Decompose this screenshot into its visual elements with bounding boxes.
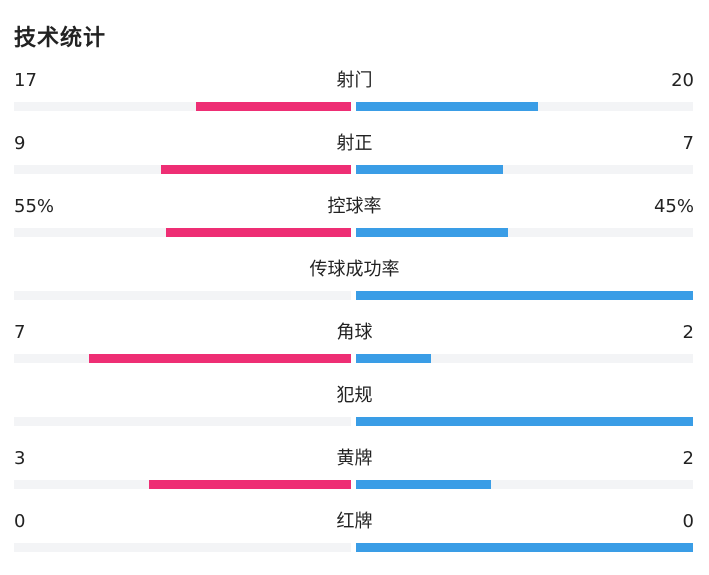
home-track xyxy=(14,165,351,174)
away-bar xyxy=(356,543,693,552)
stat-label: 角球 xyxy=(336,322,373,343)
stat-row-shots: 17 射门 20 xyxy=(0,70,709,133)
stat-label: 控球率 xyxy=(327,196,382,217)
stat-row-shots-on-target: 9 射正 7 xyxy=(0,133,709,196)
stat-label: 传球成功率 xyxy=(309,259,400,280)
home-track xyxy=(14,102,351,111)
away-bar xyxy=(356,165,504,174)
away-bar xyxy=(356,480,491,489)
away-bar xyxy=(356,291,693,300)
away-track xyxy=(356,354,693,363)
home-bar xyxy=(161,165,351,174)
stat-row-pass-accuracy: 传球成功率 xyxy=(0,259,709,322)
stat-label: 黄牌 xyxy=(336,448,373,469)
away-bar xyxy=(356,102,539,111)
away-value: 0 xyxy=(682,511,694,532)
home-bar xyxy=(88,354,351,363)
stat-label: 犯规 xyxy=(336,385,373,406)
away-value: 2 xyxy=(682,322,694,343)
stat-row-fouls: 犯规 xyxy=(0,385,709,448)
home-bar xyxy=(165,228,351,237)
home-track xyxy=(14,480,351,489)
away-bar xyxy=(356,228,508,237)
home-track xyxy=(14,543,351,552)
away-bar xyxy=(356,417,693,426)
home-bar xyxy=(196,102,351,111)
away-track xyxy=(356,291,693,300)
away-value: 45% xyxy=(653,196,694,217)
stat-row-possession: 55% 控球率 45% xyxy=(0,196,709,259)
home-value: 17 xyxy=(14,70,37,91)
stat-row-yellow-cards: 3 黄牌 2 xyxy=(0,448,709,511)
stat-row-red-cards: 0 红牌 0 xyxy=(0,511,709,574)
away-track xyxy=(356,165,693,174)
away-value: 20 xyxy=(671,70,694,91)
home-track xyxy=(14,291,351,300)
stat-label: 红牌 xyxy=(336,511,373,532)
home-value: 7 xyxy=(14,322,26,343)
away-bar xyxy=(356,354,431,363)
away-track xyxy=(356,228,693,237)
away-track xyxy=(356,480,693,489)
stat-label: 射门 xyxy=(336,70,373,91)
away-value: 2 xyxy=(682,448,694,469)
section-title: 技术统计 xyxy=(14,26,107,51)
home-track xyxy=(14,417,351,426)
stat-row-corners: 7 角球 2 xyxy=(0,322,709,385)
home-track xyxy=(14,228,351,237)
away-track xyxy=(356,543,693,552)
away-track xyxy=(356,102,693,111)
home-bar xyxy=(148,480,351,489)
away-track xyxy=(356,417,693,426)
away-value: 7 xyxy=(682,133,694,154)
home-value: 55% xyxy=(14,196,55,217)
home-track xyxy=(14,354,351,363)
stat-label: 射正 xyxy=(336,133,373,154)
home-value: 9 xyxy=(14,133,26,154)
home-value: 3 xyxy=(14,448,26,469)
home-value: 0 xyxy=(14,511,26,532)
